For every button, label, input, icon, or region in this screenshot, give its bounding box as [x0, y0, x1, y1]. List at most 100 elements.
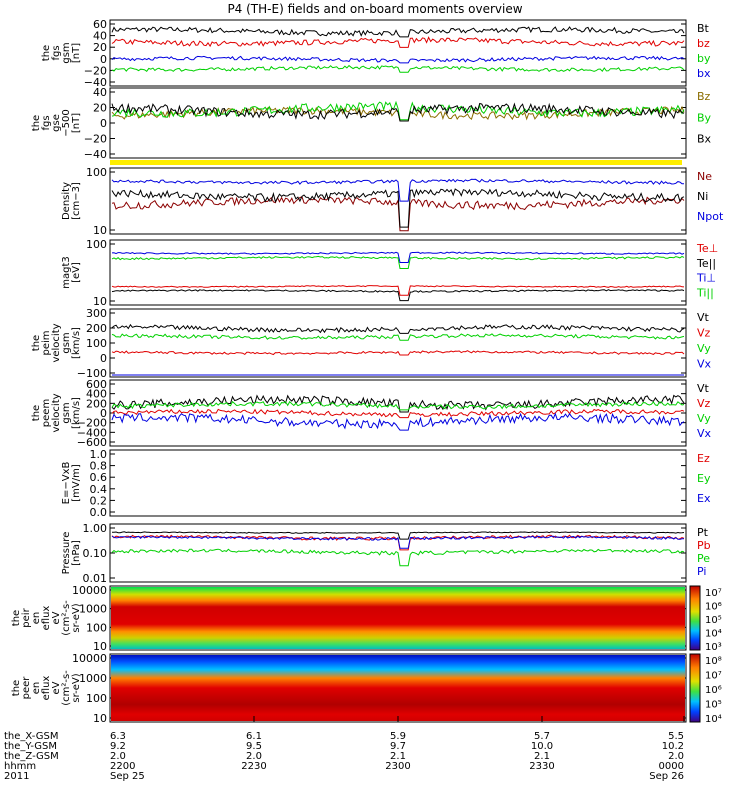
y-tick-label: 0.2 [90, 494, 108, 507]
y-tick-label: −20 [84, 133, 107, 146]
series-vy [111, 333, 685, 341]
colorbar [689, 585, 701, 651]
x-tick-value: 9.7 [390, 741, 406, 752]
x-tick-value: 2230 [241, 761, 266, 772]
legend-te: Te⊥ [696, 242, 718, 255]
y-axis-label-line: gsm [61, 402, 72, 423]
panel-fgs_dsl: the fgs gse −500 [nT] [31, 87, 687, 159]
y-axis-label-line: velocity [51, 323, 62, 362]
legend-npot: Npot [697, 210, 724, 223]
panel-frame [109, 449, 687, 517]
y-axis-label-line: the [31, 115, 42, 131]
y-tick-label: 0.01 [83, 572, 108, 585]
legend-ni: Ni [697, 190, 708, 203]
y-tick-label: 20 [93, 102, 107, 115]
y-tick-label: 10 [93, 640, 107, 653]
y-axis-label-line: the [31, 335, 42, 351]
y-axis-label-line: gsm [61, 332, 72, 353]
colorbar-label: 10⁸ [705, 656, 722, 667]
legend-vz: Vz [697, 327, 711, 340]
x-tick-value: 6.1 [246, 731, 262, 742]
y-axis-label-line: eV [51, 611, 62, 624]
legend-by: By [697, 111, 712, 124]
y-tick-label: 0 [100, 53, 107, 66]
y-axis-label-line: en [31, 682, 42, 695]
panel-efield: E=−VxB [mV/m] [61, 449, 687, 517]
series-bz [111, 36, 685, 48]
y-axis-label-line: −500 [61, 109, 72, 136]
legend-pb: Pb [697, 539, 711, 552]
y-tick-label: 0 [100, 407, 107, 420]
y-axis-label-line: the [11, 680, 22, 696]
plot-title: P4 (TH-E) fields and on-board moments ov… [227, 2, 522, 16]
y-tick-label: 0.10 [83, 547, 108, 560]
x-tick-value: 5.5 [668, 731, 684, 742]
y-axis-label-line: peim [41, 330, 52, 355]
y-axis-label-line: sr-eV) [71, 603, 82, 632]
y-tick-label: 20 [93, 41, 107, 54]
x-row-label: the_Y-GSM [4, 741, 57, 752]
x-tick-value: 0000 [659, 761, 684, 772]
panel-frame [109, 87, 687, 159]
series-ti [111, 255, 685, 269]
legend-pi: Pi [697, 565, 706, 578]
x-tick-value: 2330 [529, 761, 554, 772]
y-axis-label-line: gsm [61, 42, 72, 63]
panel-pressure: Pressure [nPa] [61, 523, 687, 583]
colorbar [689, 653, 701, 723]
series-pt [111, 531, 685, 540]
series-bx [111, 102, 685, 122]
y-tick-label: −20 [84, 64, 107, 77]
series-vt [111, 394, 685, 413]
x-tick-value: 5.9 [390, 731, 406, 742]
panel-frame [109, 379, 687, 447]
legend-te: Te|| [696, 257, 716, 270]
colorbar-label: 10³ [705, 642, 722, 653]
series-vx [111, 412, 685, 431]
legend-vt: Vt [697, 382, 710, 395]
legend-vt: Vt [697, 311, 710, 324]
y-axis-label: the peem velocity gsm [km/s] [31, 393, 82, 432]
legend-vz: Vz [697, 397, 711, 410]
x-tick-value: 2.1 [390, 751, 406, 762]
y-axis-label-line: en [31, 612, 42, 625]
y-tick-label: 400 [86, 388, 107, 401]
y-axis-label: the peer en eflux eV (cm²-s-sr-eV) [11, 670, 82, 706]
y-tick-label: 200 [86, 322, 107, 335]
y-axis-label-line: Pressure [61, 532, 72, 575]
colorbar-label: 10⁵ [705, 615, 722, 626]
spectrogram [111, 655, 685, 721]
y-tick-label: −400 [77, 426, 107, 439]
y-axis-label-line: [eV] [71, 262, 82, 283]
series-bt [111, 26, 685, 38]
y-tick-label: 100 [86, 621, 107, 634]
panel-fgs_gsm: the fgs gsm [nT] [41, 19, 687, 87]
y-axis-label-line: eflux [41, 676, 52, 701]
legend-ez: Ez [697, 452, 710, 465]
series-pe [111, 548, 685, 567]
y-axis-label-line: magt3 [61, 256, 72, 289]
y-tick-label: 1.00 [83, 522, 108, 535]
legend-bz: bz [697, 37, 710, 50]
y-tick-label: 1000 [79, 603, 107, 616]
y-tick-label: 300 [86, 307, 107, 320]
series-vz [111, 408, 685, 419]
y-axis-label-line: the [41, 45, 52, 61]
legend-bx: bx [697, 67, 711, 80]
y-axis-label-line: gse [51, 114, 62, 132]
spectrogram [111, 587, 685, 649]
panel-peim_velocity: the peim velocity gsm [km/s] [31, 308, 687, 378]
y-axis-label-line: velocity [51, 393, 62, 432]
panel-temperature: magt3 [eV] [61, 239, 687, 306]
series-npot [111, 178, 684, 202]
colorbar-label: 10⁷ [705, 588, 722, 599]
y-axis-label: E=−VxB [mV/m] [61, 462, 82, 505]
y-tick-label: 1.0 [90, 448, 108, 461]
y-tick-label: 40 [93, 30, 107, 43]
legend-bz: Bz [697, 90, 711, 103]
y-axis-label-line: [mV/m] [71, 464, 82, 502]
series-ni [111, 188, 685, 228]
legend-pe: Pe [697, 552, 710, 565]
